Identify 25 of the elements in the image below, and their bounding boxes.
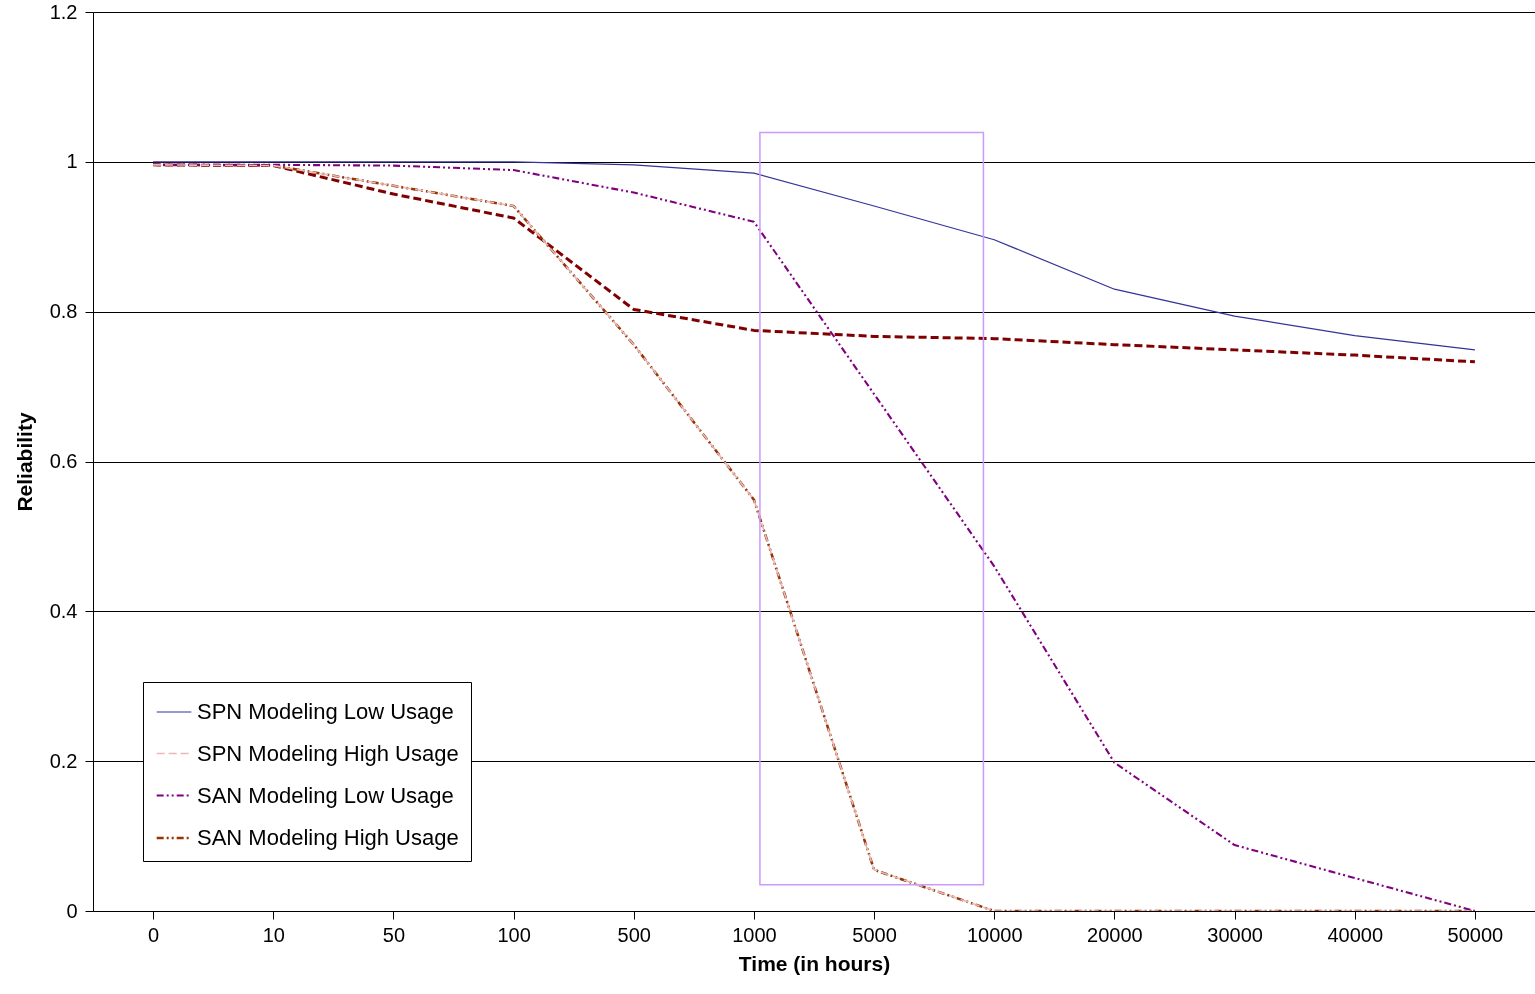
x-tick-label: 5000 bbox=[852, 923, 897, 946]
legend-label: SPN Modeling High Usage bbox=[197, 740, 459, 766]
y-tick-label: 0.4 bbox=[49, 599, 78, 622]
y-axis-title: Reliability bbox=[12, 412, 36, 512]
legend-label: SPN Modeling Low Usage bbox=[197, 699, 454, 724]
x-axis-title: Time (in hours) bbox=[738, 951, 891, 975]
y-tick-label: 0 bbox=[66, 899, 78, 922]
x-tick-label: 10000 bbox=[966, 923, 1023, 946]
legend-label: SAN Modeling High Usage bbox=[197, 825, 459, 850]
y-tick-label: 0.2 bbox=[49, 749, 78, 772]
x-tick-label: 0 bbox=[148, 923, 160, 946]
x-tick-label: 30000 bbox=[1207, 923, 1263, 946]
x-tick-label: 20000 bbox=[1087, 923, 1143, 946]
x-tick-label: 10 bbox=[262, 923, 285, 946]
x-tick-label: 50 bbox=[382, 923, 406, 946]
y-tick-label: 0.6 bbox=[49, 450, 78, 472]
x-tick-label: 100 bbox=[497, 923, 531, 946]
x-tick-label: 50000 bbox=[1447, 923, 1504, 946]
legend-label: SAN Modeling Low Usage bbox=[197, 782, 454, 808]
y-tick-label: 0.8 bbox=[49, 300, 78, 323]
x-tick-label: 500 bbox=[617, 923, 651, 946]
x-tick-label: 1000 bbox=[732, 923, 777, 946]
y-tick-label: 1.2 bbox=[49, 0, 78, 23]
y-tick-label: 1 bbox=[66, 150, 78, 173]
x-tick-label: 40000 bbox=[1327, 923, 1384, 946]
